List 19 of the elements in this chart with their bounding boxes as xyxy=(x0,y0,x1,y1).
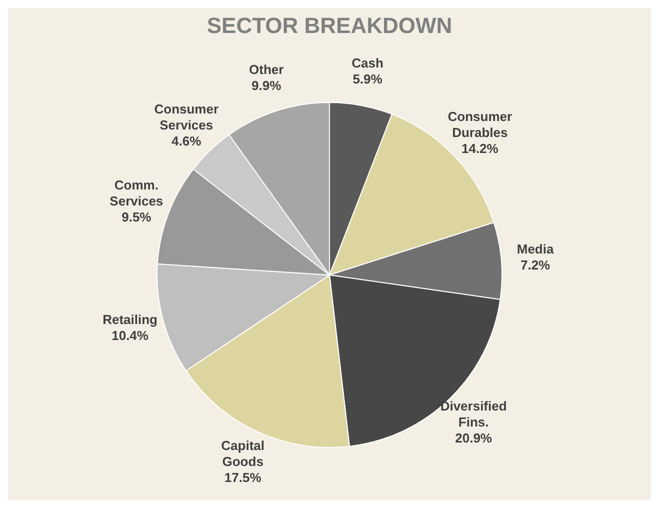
data-label: 9.5% xyxy=(122,209,152,224)
data-label: 7.2% xyxy=(520,257,551,272)
data-label: 20.9% xyxy=(455,430,492,446)
slice-label: Capital Goods xyxy=(221,438,265,470)
chart-title: SECTOR BREAKDOWN xyxy=(206,12,454,40)
data-label: 10.4% xyxy=(112,328,149,344)
slice-label: Consumer Services xyxy=(154,102,219,133)
data-label: 14.2% xyxy=(461,141,499,156)
slice-label: Diversified Fins. xyxy=(440,398,507,430)
slice-label: Consumer Durables xyxy=(448,109,512,140)
slice-label: Comm. Services xyxy=(110,177,164,208)
slice-label: Other xyxy=(249,62,284,77)
data-label: 17.5% xyxy=(224,470,262,486)
data-label: 4.6% xyxy=(172,134,202,149)
data-label: 5.9% xyxy=(352,72,383,87)
data-label: 9.9% xyxy=(252,78,282,93)
slice-label: Cash xyxy=(352,56,384,71)
slice-label: Retailing xyxy=(102,312,158,328)
slice-label: Media xyxy=(516,241,554,256)
